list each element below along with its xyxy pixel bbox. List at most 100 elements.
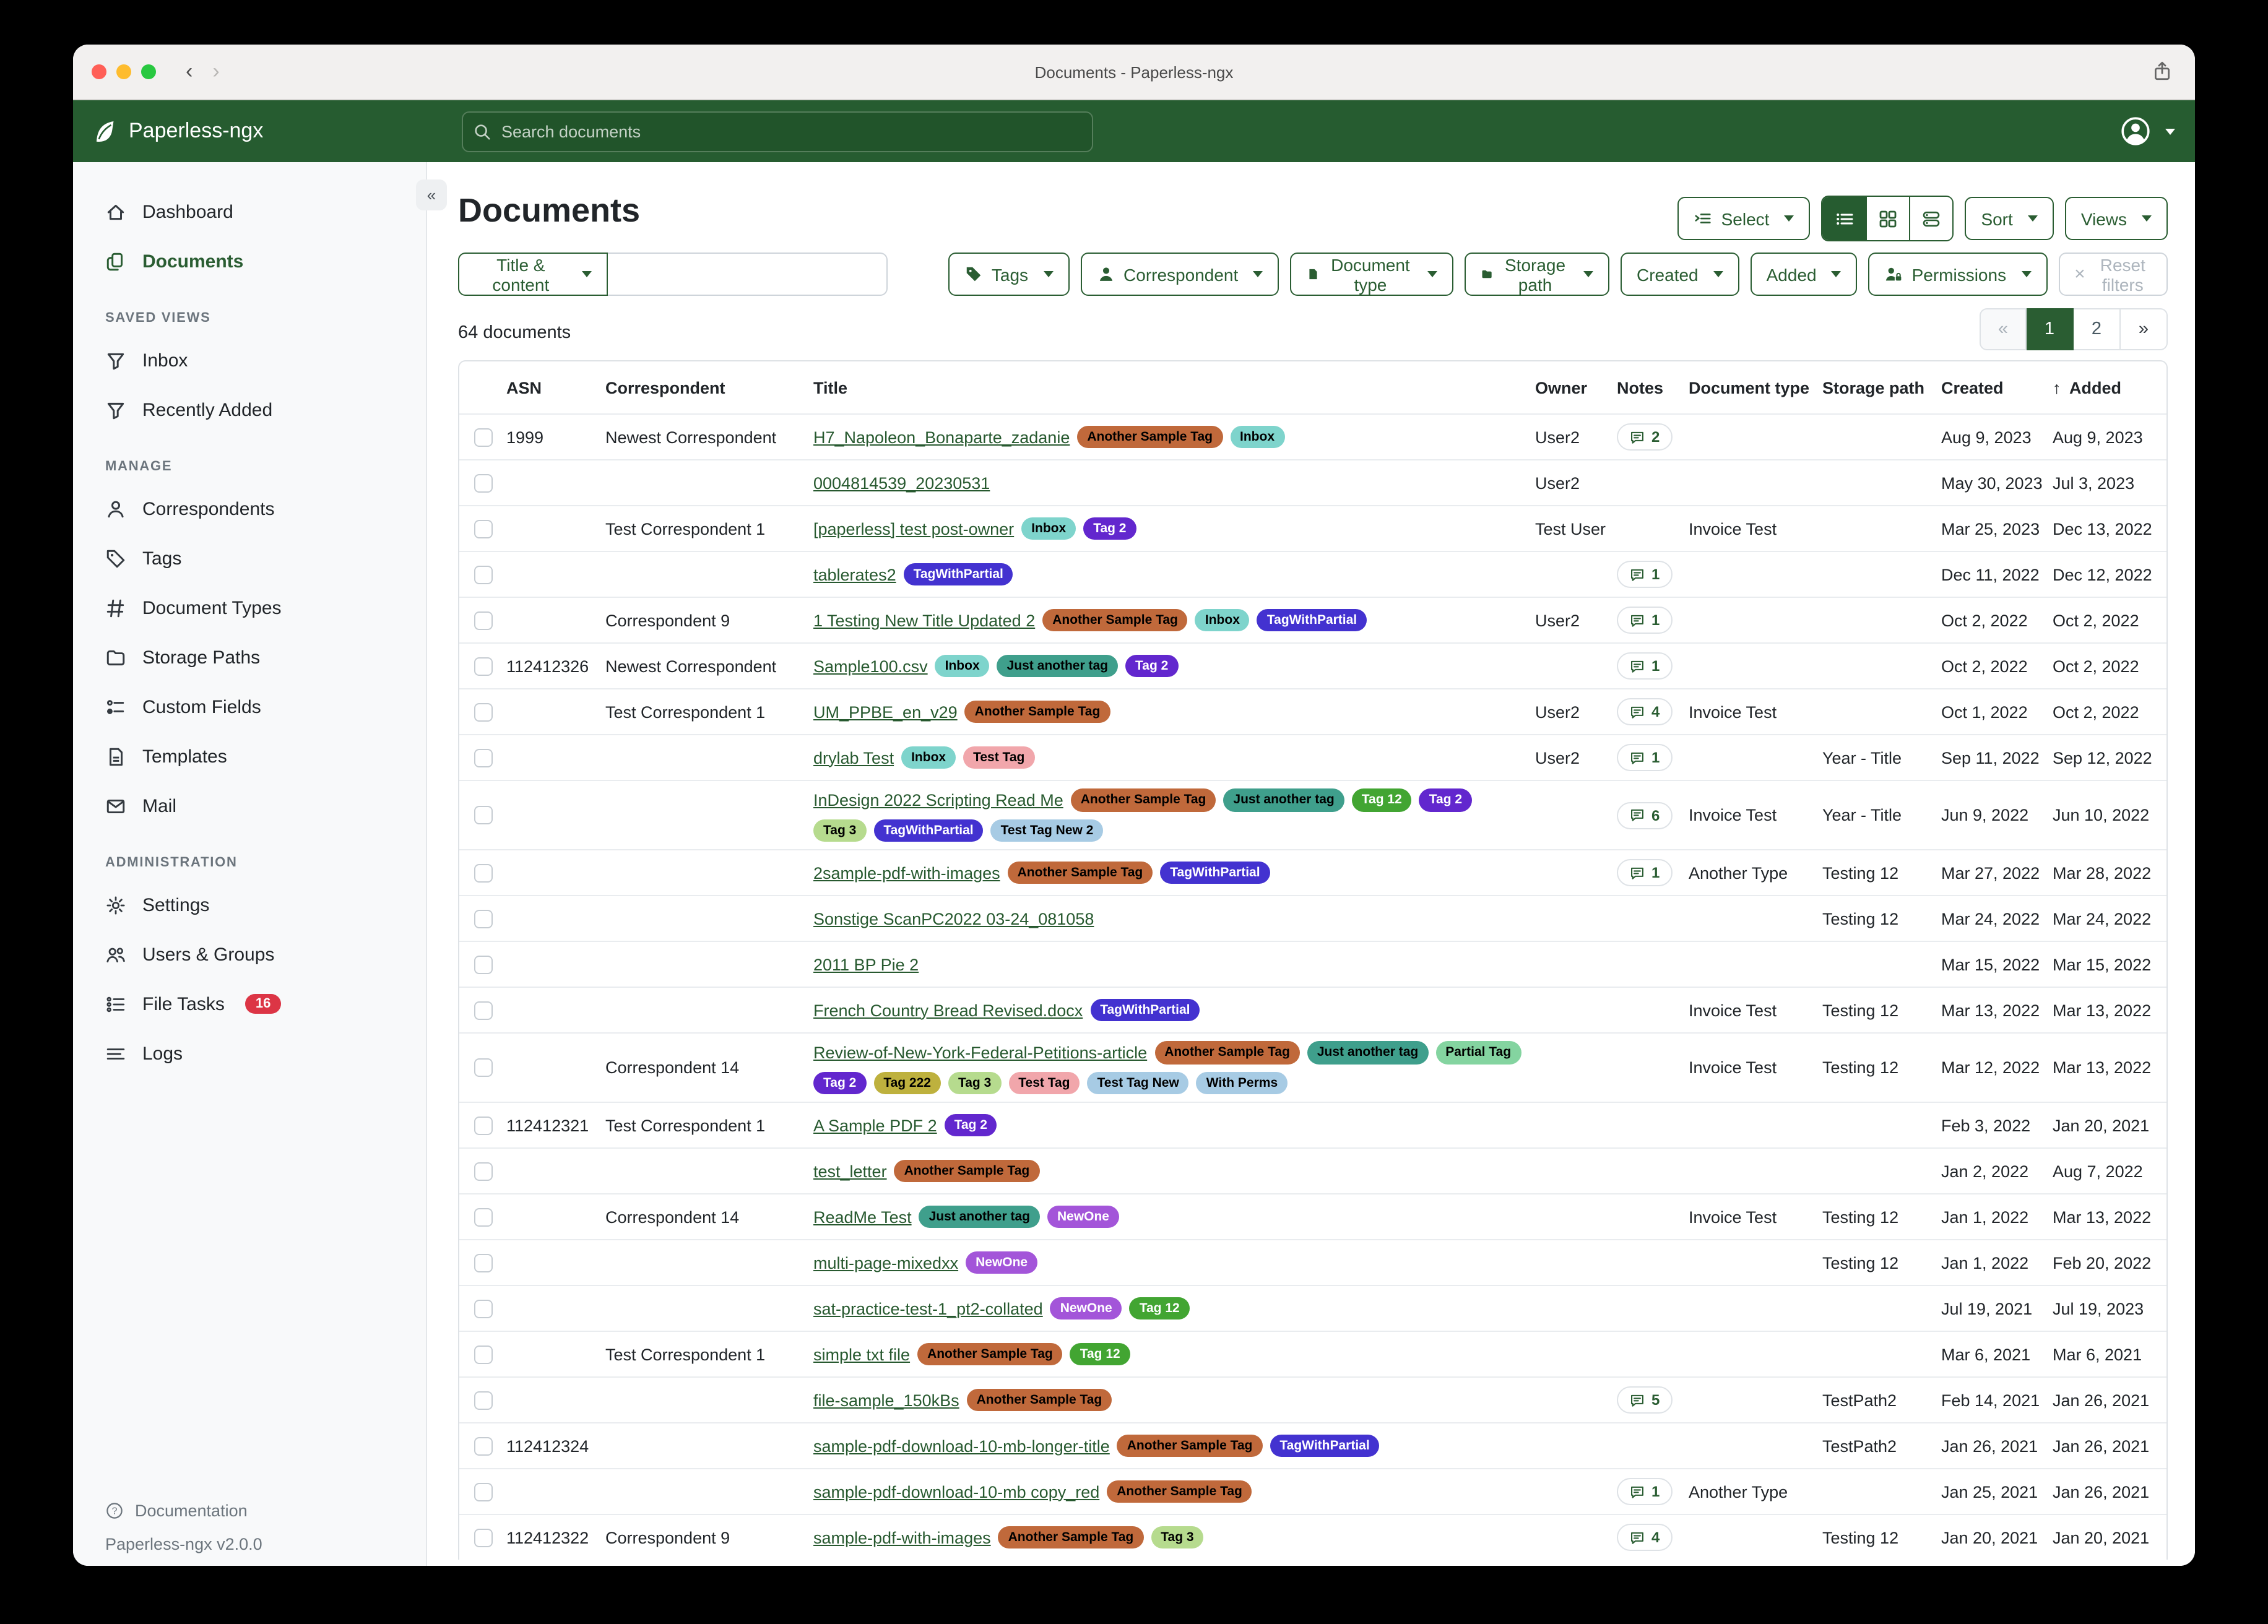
row-checkbox[interactable] bbox=[474, 1299, 493, 1318]
close-button[interactable] bbox=[92, 64, 106, 79]
row-checkbox[interactable] bbox=[474, 806, 493, 824]
notes-badge[interactable]: 5 bbox=[1617, 1386, 1673, 1414]
row-checkbox[interactable] bbox=[474, 1436, 493, 1455]
select-button[interactable]: Select bbox=[1677, 197, 1811, 240]
tag-badge[interactable]: Partial Tag bbox=[1435, 1041, 1521, 1064]
tag-badge[interactable]: Inbox bbox=[1021, 517, 1076, 540]
title-content-input[interactable] bbox=[608, 253, 888, 296]
tag-badge[interactable]: Just another tag bbox=[919, 1205, 1040, 1229]
sidebar-item-documentation[interactable]: ? Documentation bbox=[105, 1501, 262, 1520]
column-header-added[interactable]: ↑ Added bbox=[2053, 378, 2122, 397]
doc-title-link[interactable]: sample-pdf-download-10-mb-longer-title bbox=[813, 1436, 1110, 1455]
row-checkbox[interactable] bbox=[474, 1058, 493, 1077]
tag-badge[interactable]: Another Sample Tag bbox=[1107, 1480, 1252, 1503]
sidebar-item-storage-paths[interactable]: Storage Paths bbox=[73, 633, 426, 682]
filter-added-button[interactable]: Added bbox=[1750, 253, 1858, 296]
tag-badge[interactable]: TagWithPartial bbox=[1257, 608, 1367, 632]
tag-badge[interactable]: TagWithPartial bbox=[1270, 1434, 1380, 1458]
user-menu[interactable] bbox=[2119, 115, 2175, 147]
sidebar-item-recently-added[interactable]: Recently Added bbox=[73, 385, 426, 434]
sort-button[interactable]: Sort bbox=[1965, 197, 2054, 240]
column-header-correspondent[interactable]: Correspondent bbox=[605, 378, 725, 397]
sidebar-item-mail[interactable]: Mail bbox=[73, 781, 426, 831]
doc-title-link[interactable]: sample-pdf-download-10-mb copy_red bbox=[813, 1482, 1100, 1501]
doc-title-link[interactable]: [paperless] test post-owner bbox=[813, 519, 1015, 538]
notes-badge[interactable]: 4 bbox=[1617, 1524, 1673, 1551]
column-header-owner[interactable]: Owner bbox=[1535, 378, 1588, 397]
row-checkbox[interactable] bbox=[474, 1116, 493, 1134]
tag-badge[interactable]: Just another tag bbox=[1307, 1041, 1429, 1064]
tag-badge[interactable]: NewOne bbox=[1050, 1297, 1122, 1320]
column-header-asn[interactable]: ASN bbox=[506, 378, 542, 397]
row-checkbox[interactable] bbox=[474, 748, 493, 767]
doc-title-link[interactable]: InDesign 2022 Scripting Read Me bbox=[813, 790, 1063, 810]
global-search-input[interactable] bbox=[462, 111, 1093, 152]
doc-title-link[interactable]: French Country Bread Revised.docx bbox=[813, 1001, 1083, 1019]
view-list-button[interactable] bbox=[1822, 197, 1866, 240]
tag-badge[interactable]: Tag 12 bbox=[1129, 1297, 1190, 1320]
doc-title-link[interactable]: drylab Test bbox=[813, 748, 894, 767]
tag-badge[interactable]: Another Sample Tag bbox=[966, 1388, 1112, 1412]
tag-badge[interactable]: Another Sample Tag bbox=[998, 1526, 1144, 1549]
tag-badge[interactable]: Inbox bbox=[1195, 608, 1250, 632]
tag-badge[interactable]: Tag 2 bbox=[1125, 654, 1179, 678]
column-header-created[interactable]: Created bbox=[1941, 378, 2004, 397]
tag-badge[interactable]: Tag 2 bbox=[944, 1113, 997, 1137]
notes-badge[interactable]: 2 bbox=[1617, 423, 1673, 451]
row-checkbox[interactable] bbox=[474, 863, 493, 882]
notes-badge[interactable]: 1 bbox=[1617, 652, 1673, 680]
tag-badge[interactable]: Another Sample Tag bbox=[964, 700, 1110, 723]
notes-badge[interactable]: 1 bbox=[1617, 859, 1673, 886]
tag-badge[interactable]: Another Sample Tag bbox=[1070, 788, 1216, 811]
doc-title-link[interactable]: tablerates2 bbox=[813, 565, 896, 584]
tag-badge[interactable]: Tag 222 bbox=[873, 1071, 941, 1094]
tag-badge[interactable]: Another Sample Tag bbox=[1154, 1041, 1300, 1064]
tag-badge[interactable]: Tag 2 bbox=[1083, 517, 1136, 540]
tag-badge[interactable]: TagWithPartial bbox=[1090, 998, 1200, 1022]
tag-badge[interactable]: Another Sample Tag bbox=[894, 1159, 1040, 1183]
filter-correspondent-button[interactable]: Correspondent bbox=[1080, 253, 1279, 296]
zoom-button[interactable] bbox=[141, 64, 156, 79]
row-checkbox[interactable] bbox=[474, 702, 493, 721]
tag-badge[interactable]: Tag 2 bbox=[1419, 788, 1473, 811]
tag-badge[interactable]: TagWithPartial bbox=[903, 563, 1013, 586]
row-checkbox[interactable] bbox=[474, 1162, 493, 1180]
view-grid-button[interactable] bbox=[1866, 197, 1910, 240]
row-checkbox[interactable] bbox=[474, 519, 493, 538]
column-header-notes[interactable]: Notes bbox=[1617, 378, 1664, 397]
row-checkbox[interactable] bbox=[474, 1001, 493, 1019]
doc-title-link[interactable]: Review-of-New-York-Federal-Petitions-art… bbox=[813, 1043, 1148, 1062]
doc-title-link[interactable]: ReadMe Test bbox=[813, 1207, 912, 1226]
sidebar-item-file-tasks[interactable]: File Tasks 16 bbox=[73, 979, 426, 1029]
row-checkbox[interactable] bbox=[474, 955, 493, 974]
tag-badge[interactable]: Another Sample Tag bbox=[1042, 608, 1188, 632]
tag-badge[interactable]: Another Sample Tag bbox=[1007, 861, 1153, 884]
doc-title-link[interactable]: H7_Napoleon_Bonaparte_zadanie bbox=[813, 428, 1070, 446]
browser-back-icon[interactable]: ‹ bbox=[186, 59, 193, 83]
notes-badge[interactable]: 1 bbox=[1617, 744, 1673, 771]
tag-badge[interactable]: Inbox bbox=[901, 746, 956, 769]
sidebar-item-logs[interactable]: Logs bbox=[73, 1029, 426, 1078]
filter-storage-path-button[interactable]: Storage path bbox=[1464, 253, 1609, 296]
tag-badge[interactable]: Another Sample Tag bbox=[1077, 425, 1223, 449]
notes-badge[interactable]: 6 bbox=[1617, 801, 1673, 829]
doc-title-link[interactable]: 2011 BP Pie 2 bbox=[813, 955, 919, 974]
tag-badge[interactable]: Test Tag New bbox=[1087, 1071, 1189, 1094]
sidebar-item-templates[interactable]: Templates bbox=[73, 732, 426, 781]
doc-title-link[interactable]: sat-practice-test-1_pt2-collated bbox=[813, 1299, 1043, 1318]
notes-badge[interactable]: 4 bbox=[1617, 698, 1673, 725]
row-checkbox[interactable] bbox=[474, 909, 493, 928]
doc-title-link[interactable]: A Sample PDF 2 bbox=[813, 1116, 937, 1134]
doc-title-link[interactable]: simple txt file bbox=[813, 1345, 911, 1363]
tag-badge[interactable]: Tag 12 bbox=[1070, 1342, 1130, 1366]
views-button[interactable]: Views bbox=[2064, 197, 2168, 240]
tag-badge[interactable]: Inbox bbox=[1230, 425, 1284, 449]
reset-filters-button[interactable]: × Reset filters bbox=[2058, 253, 2168, 296]
row-checkbox[interactable] bbox=[474, 1345, 493, 1363]
row-checkbox[interactable] bbox=[474, 1482, 493, 1501]
doc-title-link[interactable]: sample-pdf-with-images bbox=[813, 1528, 991, 1547]
sidebar-collapse-button[interactable]: « bbox=[416, 179, 447, 210]
row-checkbox[interactable] bbox=[474, 473, 493, 492]
row-checkbox[interactable] bbox=[474, 611, 493, 629]
doc-title-link[interactable]: test_letter bbox=[813, 1162, 887, 1180]
